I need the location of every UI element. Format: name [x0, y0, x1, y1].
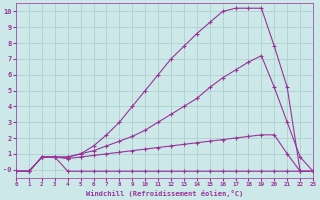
- X-axis label: Windchill (Refroidissement éolien,°C): Windchill (Refroidissement éolien,°C): [86, 190, 243, 197]
